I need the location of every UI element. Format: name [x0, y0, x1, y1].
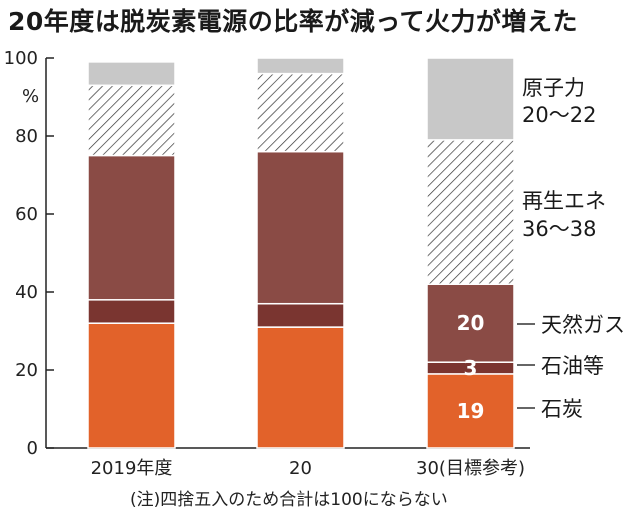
bar-segment [87, 322, 176, 449]
legend-label: 再生エネ [522, 189, 606, 213]
bar-segment [87, 84, 176, 157]
bar-segment [87, 154, 176, 301]
y-tick-label: 40 [15, 282, 38, 303]
legend-label: 20～22 [522, 103, 596, 127]
legend-label: 石炭 [541, 397, 583, 421]
y-tick-label: 0 [27, 438, 38, 459]
footnote: (注)四捨五入のため合計は100にならない [130, 490, 448, 510]
legend-label: 石油等 [541, 354, 604, 378]
bar-segment [426, 283, 515, 363]
bar-segment [87, 299, 176, 324]
bar-segment [256, 302, 345, 328]
chart-title: 20年度は脱炭素電源の比率が減って火力が増えた [8, 7, 579, 36]
segment-value-label: 3 [464, 356, 478, 380]
segment-value-label: 19 [457, 399, 485, 423]
segment-value-label: 20 [457, 311, 485, 335]
y-tick-label: 60 [15, 204, 38, 225]
bar-segment [256, 57, 345, 75]
y-tick-label: 80 [15, 126, 38, 147]
bar-segment [256, 72, 345, 153]
y-tick-label: 20 [15, 360, 38, 381]
x-tick-label: 2019年度 [91, 458, 173, 479]
bar-segment [426, 139, 515, 285]
x-tick-label: 20 [289, 458, 312, 479]
legend-label: 天然ガス [541, 313, 625, 337]
bar-segment [256, 326, 345, 449]
legend-label: 原子力 [522, 76, 585, 100]
bar-segment [256, 150, 345, 305]
legend-label: 36～38 [522, 217, 596, 241]
x-tick-label: 30(目標参考) [416, 458, 525, 479]
y-unit-label: % [22, 86, 39, 107]
y-tick-label: 100 [4, 48, 38, 69]
bar-segment [87, 61, 176, 87]
bar-segment [426, 373, 515, 449]
bar-segment [426, 57, 515, 141]
